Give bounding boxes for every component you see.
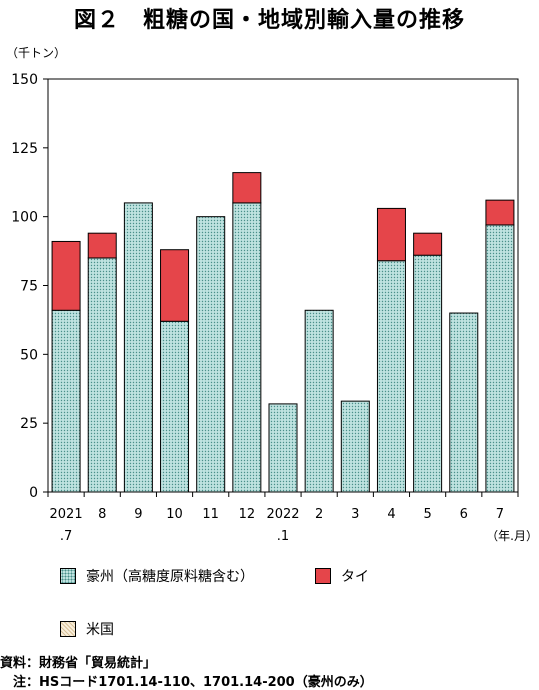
legend-item-thailand: タイ	[315, 566, 369, 586]
x-axis-unit: （年.月）	[486, 529, 538, 543]
y-tick-label: 0	[29, 485, 38, 501]
x-tick-label: 12	[239, 507, 256, 522]
legend-item-australia: 豪州（高糖度原料糖含む）	[60, 566, 254, 586]
legend-item-usa: 米国	[60, 619, 114, 639]
bar-thailand	[376, 207, 406, 262]
legend-label-australia: 豪州（高糖度原料糖含む）	[86, 569, 254, 585]
bar-australia	[413, 254, 443, 493]
x-tick-label: 2021	[50, 507, 83, 522]
bar-australia	[160, 320, 190, 493]
bar-chart: 0 25 50 75 100 125 150 2021 .7 8 9 10 11 12 2022 .1 2 3 4 5…	[11, 72, 538, 544]
bar-thailand	[485, 199, 515, 226]
bar-australia	[304, 309, 334, 493]
x-tick-label: 2	[315, 507, 323, 522]
legend-swatch-australia	[60, 568, 76, 584]
y-tick-label: 25	[20, 416, 38, 432]
bar-australia	[268, 403, 298, 493]
bar-thailand	[413, 232, 443, 256]
bar-australia	[87, 257, 117, 493]
bar-thailand	[51, 240, 81, 311]
bar-australia	[196, 216, 226, 493]
legend-label-thailand: タイ	[341, 569, 369, 585]
bar-australia	[51, 309, 81, 493]
x-tick-label: 5	[423, 507, 431, 522]
bar-australia	[340, 400, 370, 493]
x-tick-label: 11	[202, 507, 219, 522]
source-note: 資料：財務省「貿易統計」	[0, 656, 157, 671]
bar-australia	[485, 224, 515, 493]
x-tick-label: 10	[166, 507, 183, 522]
x-tick-label: 7	[496, 507, 504, 522]
y-tick-label: 100	[11, 210, 38, 226]
y-axis-unit: （千トン）	[6, 46, 67, 60]
bar-thailand	[87, 232, 117, 259]
x-tick-label: 2022	[266, 507, 299, 522]
x-tick-label: 6	[460, 507, 468, 522]
bar-australia	[123, 202, 153, 493]
x-tick-label: 3	[351, 507, 359, 522]
bar-australia	[376, 260, 406, 493]
y-tick-label: 125	[11, 141, 38, 157]
chart-title: 図２ 粗糖の国・地域別輸入量の推移	[73, 8, 465, 33]
legend-swatch-thailand	[315, 568, 331, 584]
x-tick-label: .7	[60, 529, 72, 544]
x-tick-label: .1	[277, 529, 289, 544]
hs-code-note: 注：HSコード1701.14-110、1701.14-200（豪州のみ）	[0, 675, 373, 690]
y-tick-label: 75	[20, 279, 38, 295]
bar-thailand	[232, 172, 262, 204]
x-tick-label: 4	[387, 507, 395, 522]
legend-swatch-usa	[60, 621, 76, 637]
bar-australia	[449, 312, 479, 493]
legend-label-usa: 米国	[86, 622, 114, 638]
bar-australia	[232, 202, 262, 493]
y-tick-label: 150	[11, 72, 38, 88]
y-tick-label: 50	[20, 347, 38, 363]
x-tick-label: 8	[98, 507, 106, 522]
x-tick-label: 9	[134, 507, 142, 522]
bar-thailand	[160, 249, 190, 322]
